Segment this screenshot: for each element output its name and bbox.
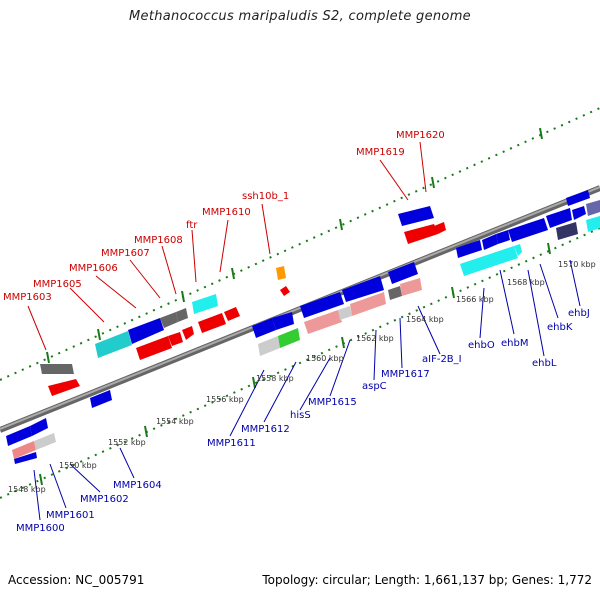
gene-label: ehbO (468, 340, 495, 351)
lower-tick-track (0, 227, 600, 499)
gene-label: MMP1606 (69, 263, 118, 274)
upper-major-ticks (46, 127, 543, 364)
gene-label: MMP1607 (101, 248, 150, 259)
genome-summary-text: Topology: circular; Length: 1,661,137 bp… (262, 573, 592, 587)
gene-label: MMP1608 (134, 235, 183, 246)
kbp-label: 1548 kbp (8, 485, 46, 494)
gene-label: MMP1615 (308, 397, 357, 408)
kbp-label: 1558 kbp (256, 374, 294, 383)
gene-mmp1608 (160, 312, 178, 328)
kbp-label: 1552 kbp (108, 438, 146, 447)
gene-label: MMP1611 (207, 438, 256, 449)
accession-text: Accession: NC_005791 (8, 573, 145, 587)
gene-ehbk (460, 246, 518, 276)
kbp-label: 1556 kbp (206, 395, 244, 404)
gene-label: ehbL (532, 358, 557, 369)
kbp-label: 1562 kbp (356, 334, 394, 343)
gene-features (6, 190, 600, 464)
gene-mmp1603 (40, 364, 74, 374)
gene-aspc (304, 310, 342, 334)
gene-label: MMP1601 (46, 510, 95, 521)
gene-mmp1612 (258, 336, 280, 356)
gene-mmp1610 (192, 294, 218, 314)
gene-label: MMP1603 (3, 292, 52, 303)
gene-ehbj (556, 222, 578, 240)
gene-mmp1620 (404, 224, 438, 244)
gene-label: MMP1602 (80, 494, 129, 505)
gene-label: ftr (186, 220, 198, 231)
gene-mmp1602 (34, 433, 56, 450)
gene-ehbo (456, 240, 482, 258)
top-labels: MMP1603 MMP1605 MMP1606 MMP1607 MMP1608 … (3, 130, 445, 303)
gene-label: MMP1612 (241, 424, 290, 435)
kbp-label: 1570 kbp (558, 260, 596, 269)
gene-label: aIF-2B_I (422, 354, 462, 365)
gene-label: ehbM (501, 338, 528, 349)
gene-label: MMP1604 (113, 480, 162, 491)
bottom-leader-lines (33, 259, 581, 521)
gene-ftr (136, 336, 172, 360)
kbp-label: 1564 kbp (406, 315, 444, 324)
gene-mmp1605 (48, 379, 80, 396)
gene-mmp1600 (6, 426, 32, 446)
gene-label: ehbJ (568, 308, 590, 319)
gene-label: MMP1619 (356, 147, 405, 158)
gene-mmp1601 (12, 441, 36, 459)
gene-mmp1606 (95, 331, 132, 358)
kbp-label: 1560 kbp (306, 354, 344, 363)
upper-tick-track (0, 107, 600, 381)
bottom-labels: MMP1600 MMP1601 MMP1602 MMP1604 MMP1611 … (16, 308, 590, 534)
kbp-labels: 1548 kbp 1550 kbp 1552 kbp 1554 kbp 1556… (8, 260, 596, 494)
gene-ehbm (508, 218, 548, 242)
gene-label: MMP1617 (381, 369, 430, 380)
gene-label: aspC (362, 381, 387, 392)
kbp-label: 1554 kbp (156, 417, 194, 426)
gene-mmp1617 (388, 286, 402, 300)
top-leader-lines (27, 141, 427, 351)
map-title: Methanococcus maripaludis S2, complete g… (129, 9, 471, 24)
gene-label: MMP1600 (16, 523, 65, 534)
gene-ehbl (546, 208, 572, 228)
gene-hiss (300, 292, 344, 318)
lower-major-ticks (39, 242, 551, 486)
gene-ssh10b-1 (276, 266, 286, 280)
gene-aif-2b-i (400, 278, 422, 296)
gene-mmp1607 (128, 318, 164, 344)
gene-label: MMP1610 (202, 207, 251, 218)
gene-label: hisS (290, 410, 311, 421)
gene-mmp1619 (398, 206, 434, 226)
gene-mmp1604 (90, 390, 112, 408)
kbp-label: 1568 kbp (507, 278, 545, 287)
gene-label: ssh10b_1 (242, 191, 289, 202)
gene-mmp1615 (342, 276, 384, 302)
gene-label: MMP1620 (396, 130, 445, 141)
gene-label: MMP1605 (33, 279, 82, 290)
gene-label: ehbK (547, 322, 573, 333)
kbp-label: 1566 kbp (456, 295, 494, 304)
gene-mmp1611 (252, 318, 276, 338)
kbp-label: 1550 kbp (59, 461, 97, 470)
